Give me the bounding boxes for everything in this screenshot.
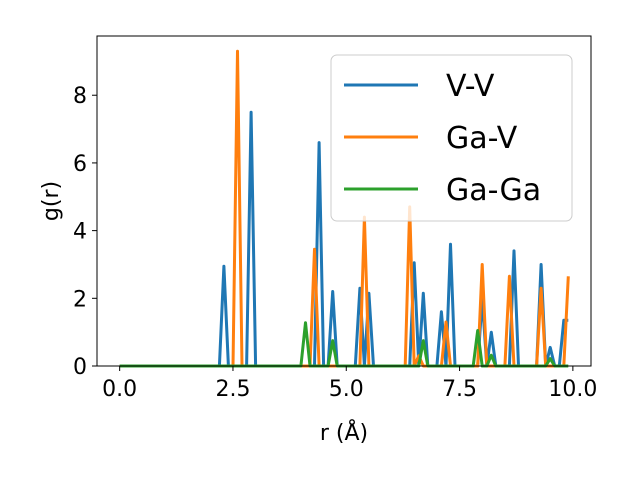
y-tick-label: 2 xyxy=(73,287,87,312)
legend-label: Ga-V xyxy=(446,121,518,156)
legend: V-V Ga-V Ga-Ga xyxy=(330,54,573,222)
axes-layer: 0.0 2.5 5.0 7.5 10.0 0 2 4 6 8 xyxy=(73,35,597,402)
axes-frame xyxy=(96,35,592,367)
x-tick-label: 10.0 xyxy=(548,377,597,402)
x-axis-label: r (Å) xyxy=(320,419,368,446)
x-tick-label: 5.0 xyxy=(329,377,364,402)
legend-label: Ga-Ga xyxy=(446,173,541,208)
x-tick-label: 2.5 xyxy=(215,377,250,402)
y-tick-label: 4 xyxy=(73,220,87,245)
y-tick-label: 6 xyxy=(73,152,87,177)
legend-box xyxy=(330,54,573,222)
y-tick-label: 0 xyxy=(73,355,87,380)
y-axis-label: g(r) xyxy=(39,181,64,221)
x-tick-label: 0.0 xyxy=(102,377,137,402)
x-tick-label: 7.5 xyxy=(442,377,477,402)
series-line-2 xyxy=(119,321,569,368)
legend-label: V-V xyxy=(446,69,495,104)
y-tick-label: 8 xyxy=(73,84,87,109)
